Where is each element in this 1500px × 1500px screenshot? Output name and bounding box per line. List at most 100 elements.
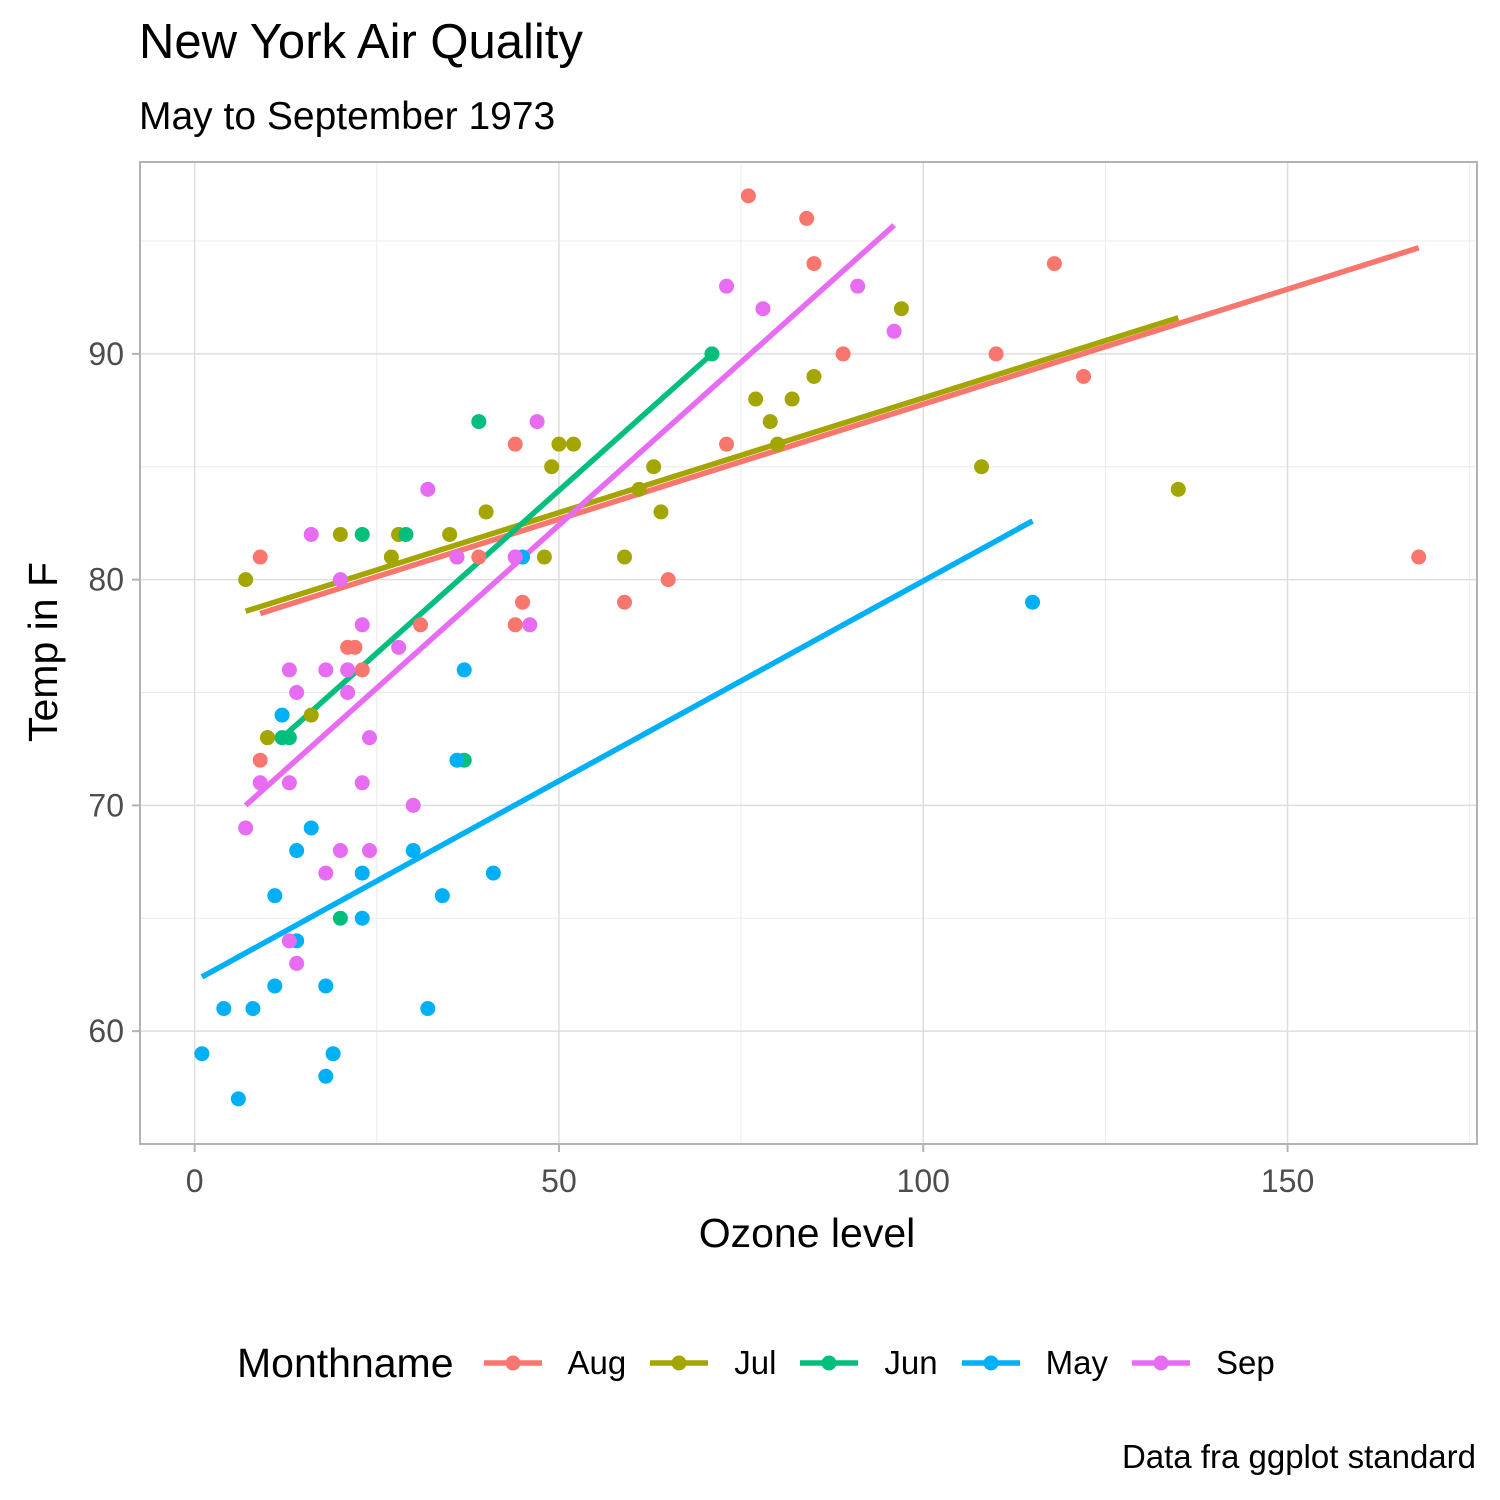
data-point-aug [806, 256, 822, 272]
data-point-sep [719, 278, 735, 294]
data-point-jul [303, 707, 319, 723]
data-point-sep [340, 685, 356, 701]
data-point-jul [442, 526, 458, 542]
data-point-aug [413, 617, 429, 633]
data-point-sep [391, 639, 407, 655]
data-point-aug [719, 436, 735, 452]
legend-key-sep [1131, 1355, 1190, 1371]
data-point-aug [507, 436, 523, 452]
data-point-sep [318, 865, 334, 881]
data-point-jul [536, 549, 552, 565]
data-point-aug [740, 188, 756, 204]
data-point-jul [383, 549, 399, 565]
data-point-may [318, 1068, 334, 1084]
data-point-aug [660, 572, 676, 588]
data-point-sep [318, 662, 334, 678]
data-point-aug [515, 594, 531, 610]
legend-items: Aug Jul Jun May Sep [483, 1338, 1299, 1388]
legend-item-aug: Aug [483, 1338, 627, 1388]
x-tick-label: 150 [1261, 1163, 1314, 1199]
data-point-aug [988, 346, 1004, 362]
data-point-aug [835, 346, 851, 362]
data-point-jul [631, 481, 647, 497]
data-point-sep [405, 797, 421, 813]
data-point-sep [332, 843, 348, 859]
data-point-jun [471, 414, 487, 430]
data-point-jul [260, 730, 276, 746]
legend-key-jun [800, 1355, 859, 1371]
data-point-sep [354, 617, 370, 633]
legend-item-may: May [961, 1338, 1108, 1388]
data-point-jul [238, 572, 254, 588]
data-points [194, 188, 1427, 1107]
legend-item-jun: Jun [800, 1338, 938, 1388]
data-point-jul [653, 504, 669, 520]
plot-panel [140, 162, 1477, 1144]
data-point-aug [354, 662, 370, 678]
data-point-may [303, 820, 319, 836]
panel-background [140, 162, 1477, 1144]
data-point-sep [252, 775, 268, 791]
data-point-sep [886, 323, 902, 339]
data-point-may [289, 843, 305, 859]
data-point-may [267, 888, 283, 904]
data-point-aug [507, 617, 523, 633]
trend-line-may [200, 518, 1034, 980]
data-point-may [230, 1091, 246, 1107]
data-point-may [405, 843, 421, 859]
legend-label: Sep [1215, 1344, 1275, 1381]
chart-subtitle: May to September 1973 [139, 95, 556, 138]
data-point-jul [478, 504, 494, 520]
legend-label: Aug [567, 1344, 627, 1381]
y-tick-label: 70 [88, 787, 124, 823]
legend-key-point [671, 1355, 687, 1371]
data-point-sep [522, 617, 538, 633]
data-point-aug [471, 549, 487, 565]
legend: Monthname Aug Jul Jun May Sep [237, 1338, 1299, 1388]
data-point-sep [850, 278, 866, 294]
x-tick-label: 100 [897, 1163, 950, 1199]
data-point-jul [544, 459, 560, 475]
data-point-sep [281, 775, 297, 791]
data-point-sep [281, 933, 297, 949]
data-point-jul [806, 368, 822, 384]
legend-key-point [821, 1355, 837, 1371]
data-point-may [354, 910, 370, 926]
legend-label: Jun [884, 1344, 938, 1381]
data-point-may [245, 1001, 261, 1017]
data-point-sep [281, 662, 297, 678]
chart-caption: Data fra ggplot standard [1121, 1438, 1476, 1475]
data-point-may [274, 707, 290, 723]
data-point-jun [281, 730, 297, 746]
data-point-may [318, 978, 334, 994]
data-point-jul [770, 436, 786, 452]
legend-label: May [1045, 1344, 1108, 1381]
data-point-may [325, 1046, 341, 1062]
x-tick-label: 50 [541, 1163, 577, 1199]
data-point-sep [340, 662, 356, 678]
y-axis-title: Temp in F [20, 562, 66, 742]
y-tick-label: 90 [88, 336, 124, 372]
data-point-sep [289, 685, 305, 701]
data-point-sep [449, 549, 465, 565]
data-point-may [354, 865, 370, 881]
data-point-may [449, 752, 465, 768]
data-point-may [420, 1001, 436, 1017]
data-point-sep [303, 526, 319, 542]
x-axis-title: Ozone level [699, 1210, 916, 1256]
data-point-jul [551, 436, 567, 452]
data-point-jul [974, 459, 990, 475]
y-tick-label: 60 [88, 1013, 124, 1049]
legend-key-aug [483, 1355, 542, 1371]
trend-line-sep [243, 223, 896, 808]
legend-item-sep: Sep [1131, 1338, 1275, 1388]
data-point-may [485, 865, 501, 881]
chart-title: New York Air Quality [139, 15, 583, 69]
legend-key-point [1153, 1355, 1169, 1371]
legend-key-point [505, 1355, 521, 1371]
data-point-may [456, 662, 472, 678]
data-point-jul [617, 549, 633, 565]
data-point-aug [252, 752, 268, 768]
axes: 0 50 100 150 60 70 80 90 [88, 161, 1478, 1199]
